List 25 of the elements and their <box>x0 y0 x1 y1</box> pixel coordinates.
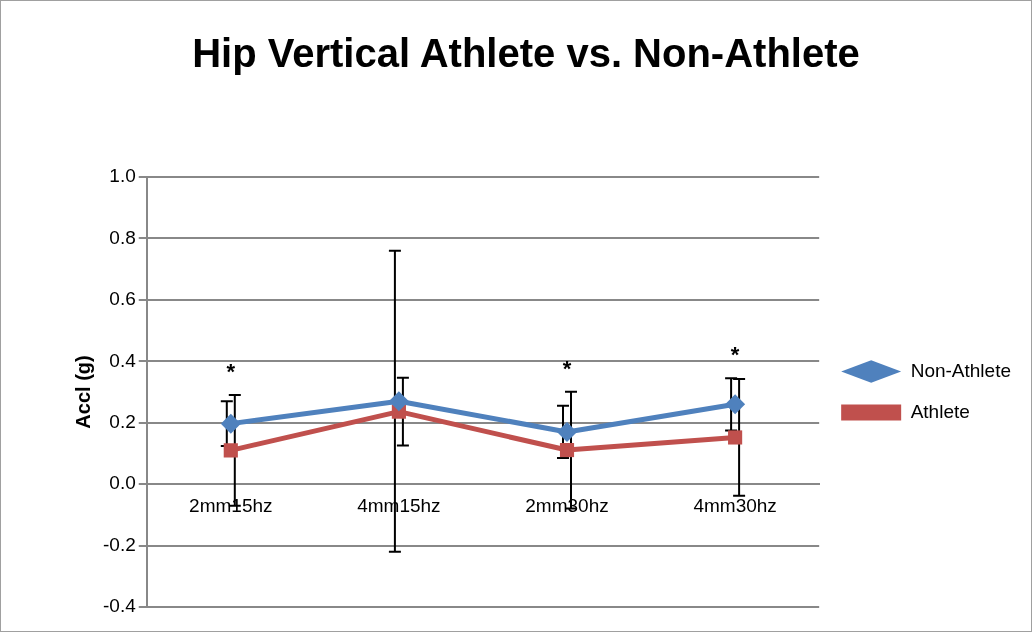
y-tick-label: 0.4 <box>109 349 137 371</box>
x-tick-label: 2mm30hz <box>525 494 609 516</box>
legend-label: Non-Athlete <box>910 359 1012 381</box>
y-tick-label: 0.8 <box>109 226 136 248</box>
y-tick-label: -0.4 <box>102 595 137 617</box>
x-tick-label: 2mm15hz <box>189 494 273 516</box>
y-tick-label: -0.2 <box>102 533 136 555</box>
y-tick-label: 0.0 <box>109 472 136 494</box>
x-tick-label: 4mm30hz <box>693 494 777 516</box>
point <box>557 421 578 442</box>
y-tick-label: 0.6 <box>109 288 136 310</box>
y-tick-label: 1.0 <box>109 165 136 187</box>
legend-label: Athlete <box>910 400 970 422</box>
chart-title: Hip Vertical Athlete vs. Non-Athlete <box>191 31 861 76</box>
point <box>728 430 743 445</box>
y-tick-label: 0.2 <box>109 410 136 432</box>
data-label: * <box>226 359 236 385</box>
point <box>559 442 575 458</box>
data-label: * <box>562 355 572 381</box>
y-axis-title: Accl (g) <box>71 355 94 429</box>
point <box>223 443 238 458</box>
point <box>725 394 746 415</box>
data-label: * <box>730 342 740 368</box>
point <box>388 391 409 412</box>
point <box>220 413 241 434</box>
